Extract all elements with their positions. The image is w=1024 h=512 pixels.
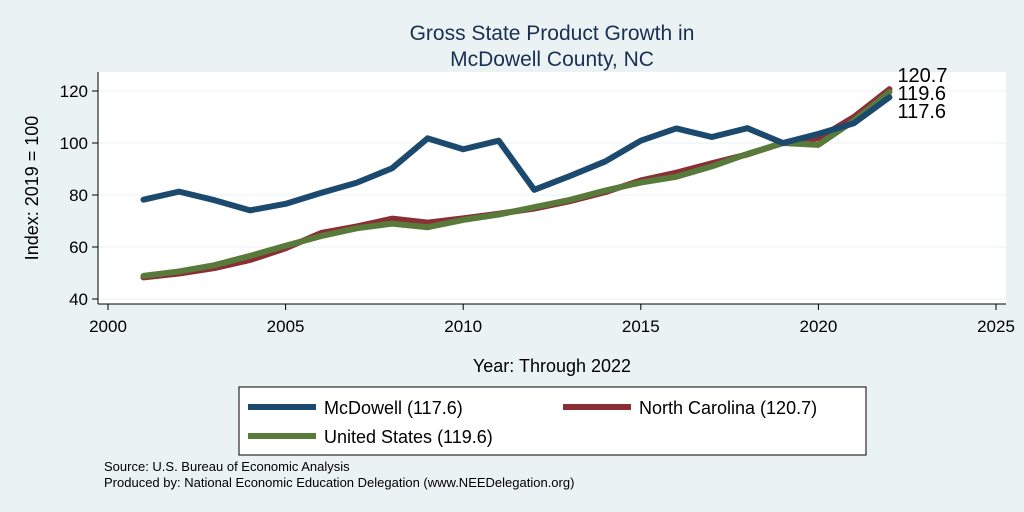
end-label-north-carolina: 120.7 bbox=[897, 65, 947, 87]
legend-label-mcdowell: McDowell (117.6) bbox=[324, 398, 463, 418]
end-label-united-states: 119.6 bbox=[897, 83, 946, 105]
series-line-mcdowell bbox=[140, 94, 893, 214]
produced-by-note: Produced by: National Economic Education… bbox=[104, 475, 574, 490]
legend-label-united-states: United States (119.6) bbox=[324, 427, 493, 447]
chart-title-line-1: Gross State Product Growth in bbox=[410, 22, 695, 45]
y-tick-label: 60 bbox=[69, 238, 88, 257]
x-tick-label: 2025 bbox=[977, 317, 1015, 336]
x-tick-label: 2020 bbox=[799, 317, 837, 336]
y-tick-label: 40 bbox=[69, 290, 88, 309]
plot-area bbox=[98, 72, 1006, 304]
x-tick-label: 2010 bbox=[444, 317, 482, 336]
series-lines bbox=[140, 86, 893, 281]
x-tick-label: 2005 bbox=[267, 317, 305, 336]
series-line-united-states bbox=[140, 89, 893, 279]
chart-title-line-2: McDowell County, NC bbox=[450, 48, 654, 71]
x-tick-label: 2015 bbox=[622, 317, 660, 336]
x-axis-ticks: 2000 2005 2010 2015 2020 2025 bbox=[89, 304, 1015, 336]
grid bbox=[98, 90, 1006, 300]
legend: McDowell (117.6) North Carolina (120.7) Un… bbox=[248, 398, 817, 447]
y-tick-label: 100 bbox=[60, 134, 88, 153]
end-label-mcdowell: 117.6 bbox=[897, 101, 946, 123]
legend-box bbox=[238, 386, 867, 456]
source-note: Source: U.S. Bureau of Economic Analysis bbox=[104, 459, 350, 474]
x-axis-label: Year: Through 2022 bbox=[473, 356, 631, 376]
y-tick-label: 120 bbox=[60, 82, 88, 101]
legend-label-north-carolina: North Carolina (120.7) bbox=[639, 398, 817, 418]
x-tick-label: 2000 bbox=[89, 317, 127, 336]
y-tick-label: 80 bbox=[69, 186, 88, 205]
y-axis-ticks: 40 60 80 100 120 bbox=[60, 82, 98, 309]
y-axis-label: Index: 2019 = 100 bbox=[22, 116, 42, 261]
